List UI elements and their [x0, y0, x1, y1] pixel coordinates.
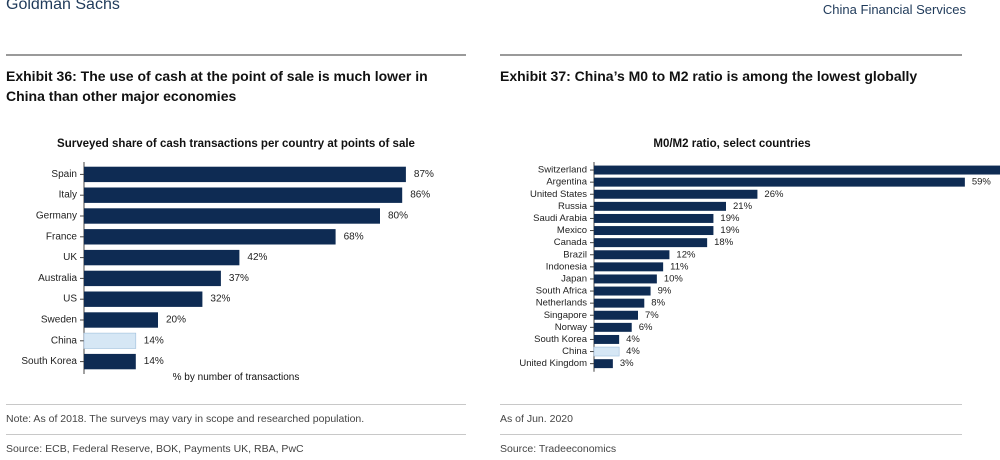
value-label: 4% [626, 334, 640, 345]
category-label: United States [530, 189, 587, 200]
category-label: US [63, 294, 77, 305]
category-label: Mexico [557, 225, 587, 236]
category-label: Norway [555, 322, 587, 333]
bar-australia [84, 270, 221, 287]
bar-singapore [594, 310, 638, 320]
section-title: China Financial Services [822, 2, 966, 17]
value-label: 59% [972, 177, 992, 188]
brand-logo: Goldman Sachs [6, 0, 120, 13]
value-label: 37% [229, 273, 249, 284]
right-note: As of Jun. 2020 [500, 413, 573, 425]
category-label: France [46, 231, 78, 242]
bar-united-kingdom [594, 359, 613, 369]
category-label: Sweden [41, 315, 77, 326]
value-label: 19% [720, 225, 740, 236]
value-label: 20% [166, 315, 186, 326]
category-label: Russia [558, 201, 588, 212]
category-label: China [562, 346, 588, 357]
bar-china [593, 346, 620, 357]
category-label: Indonesia [546, 261, 588, 272]
value-label: 68% [344, 231, 364, 242]
value-label: 80% [388, 211, 408, 222]
bar-france [84, 229, 336, 245]
value-label: 86% [410, 190, 430, 201]
right-mid-rule [500, 404, 962, 405]
right-top-rule [500, 54, 962, 56]
value-label: 10% [664, 273, 684, 284]
bar-south-korea [594, 334, 620, 344]
bar-us [84, 291, 203, 307]
category-label: Germany [36, 211, 77, 222]
value-label: 21% [733, 201, 753, 212]
exhibit-37-title: Exhibit 37: China’s M0 to M2 ratio is am… [500, 68, 918, 84]
bar-uk [84, 249, 240, 266]
category-label: United Kingdom [519, 358, 587, 369]
category-label: Canada [554, 237, 588, 248]
left-top-rule [6, 54, 466, 56]
value-label: 6% [639, 322, 653, 333]
bar-germany [84, 208, 380, 224]
value-label: 42% [247, 252, 267, 263]
category-label: Australia [38, 273, 77, 284]
right-source: Source: Tradeeconomics [500, 443, 617, 455]
right-bottom-rule [500, 434, 962, 435]
value-label: 18% [714, 237, 734, 248]
bar-canada [594, 238, 708, 248]
bar-brazil [594, 250, 670, 260]
value-label: 7% [645, 310, 659, 321]
bar-south-korea [84, 353, 136, 370]
category-label: South Korea [534, 334, 588, 345]
bar-switzerland [594, 165, 1000, 175]
bar-spain [84, 166, 406, 183]
value-label: 87% [414, 169, 434, 180]
bar-italy [84, 187, 403, 203]
category-label: South Korea [21, 356, 77, 367]
bar-sweden [84, 312, 158, 328]
bar-russia [594, 201, 726, 211]
chart-1-title: Surveyed share of cash transactions per … [57, 138, 415, 150]
category-label: Argentina [546, 177, 587, 188]
value-label: 4% [626, 346, 640, 357]
value-label: 26% [764, 189, 784, 200]
bar-norway [594, 322, 632, 332]
category-label: Spain [51, 169, 77, 180]
bar-mexico [594, 226, 714, 236]
category-label: Brazil [563, 249, 587, 260]
left-source: Source: ECB, Federal Reserve, BOK, Payme… [6, 443, 304, 455]
left-note: Note: As of 2018. The surveys may vary i… [6, 413, 365, 425]
bar-japan [594, 274, 657, 284]
bar-china [83, 332, 137, 349]
category-label: Singapore [544, 310, 587, 321]
bar-saudi-arabia [594, 213, 714, 223]
left-bottom-rule [6, 434, 466, 435]
value-label: 3% [620, 358, 634, 369]
chart-2-title: M0/M2 ratio, select countries [653, 138, 811, 150]
category-label: China [51, 335, 78, 346]
value-label: 14% [144, 356, 164, 367]
category-label: Italy [59, 190, 77, 201]
value-label: 32% [210, 294, 230, 305]
category-label: UK [63, 252, 77, 263]
exhibit-36-title: Exhibit 36: The use of cash at the point… [6, 68, 428, 104]
category-label: Japan [561, 273, 587, 284]
value-label: 14% [144, 335, 164, 346]
category-label: Saudi Arabia [533, 213, 588, 224]
value-label: 8% [651, 298, 665, 309]
bar-netherlands [594, 298, 645, 308]
bar-indonesia [594, 262, 664, 272]
category-label: Switzerland [538, 165, 587, 176]
bar-united-states [594, 189, 758, 199]
bar-argentina [594, 177, 965, 187]
left-mid-rule [6, 404, 466, 405]
cash-share-chart: Spain 87% Italy 86% Germany 80% France 68% UK 42%… [21, 162, 434, 374]
value-label: 11% [670, 261, 689, 272]
value-label: 9% [658, 286, 672, 297]
value-label: 12% [676, 249, 696, 260]
value-label: 19% [720, 213, 740, 224]
category-label: Netherlands [536, 298, 587, 309]
bar-south-africa [594, 286, 651, 296]
category-label: South Africa [536, 286, 588, 297]
chart-1-xlabel: % by number of transactions [172, 372, 300, 383]
